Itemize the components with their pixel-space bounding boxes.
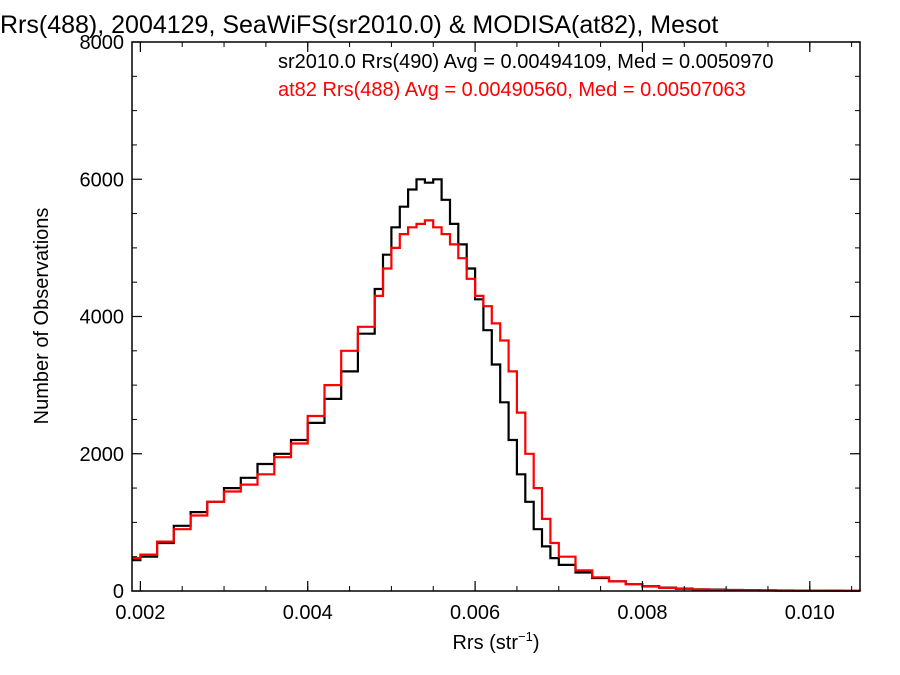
y-tick-label: 6000	[80, 169, 125, 191]
plot-area	[131, 41, 862, 592]
chart-title: Rrs(488), 2004129, SeaWiFS(sr2010.0) & M…	[0, 11, 718, 39]
y-axis: 0 2000 4000 6000 8000	[80, 32, 860, 603]
x-axis-label-close: )	[533, 632, 540, 654]
y-tick-label: 2000	[80, 444, 125, 466]
x-axis-label-superscript: −1	[518, 629, 533, 644]
legend: sr2010.0 Rrs(490) Avg = 0.00494109, Med …	[278, 51, 774, 101]
y-tick-label: 0	[113, 581, 124, 603]
legend-entry-sr2010: sr2010.0 Rrs(490) Avg = 0.00494109, Med …	[278, 51, 774, 73]
x-axis-label-text: Rrs (str	[452, 632, 518, 654]
series-group	[132, 178, 862, 592]
plot-frame	[131, 41, 861, 592]
x-axis: 0.002 0.004 0.006 0.008 0.010	[115, 42, 853, 624]
x-tick-label: 0.004	[283, 602, 333, 624]
x-tick-label: 0.008	[617, 602, 667, 624]
x-tick-label: 0.006	[450, 602, 500, 624]
x-tick-label: 0.002	[115, 602, 165, 624]
x-tick-label: 0.010	[785, 602, 835, 624]
y-axis-label: Number of Observations	[31, 208, 53, 425]
y-tick-label: 8000	[80, 32, 125, 54]
series-line-1	[132, 219, 860, 592]
series-line-0	[132, 178, 862, 592]
legend-entry-at82: at82 Rrs(488) Avg = 0.00490560, Med = 0.…	[278, 79, 746, 101]
x-axis-label: Rrs (str−1)	[452, 629, 539, 654]
y-tick-label: 4000	[80, 307, 125, 329]
